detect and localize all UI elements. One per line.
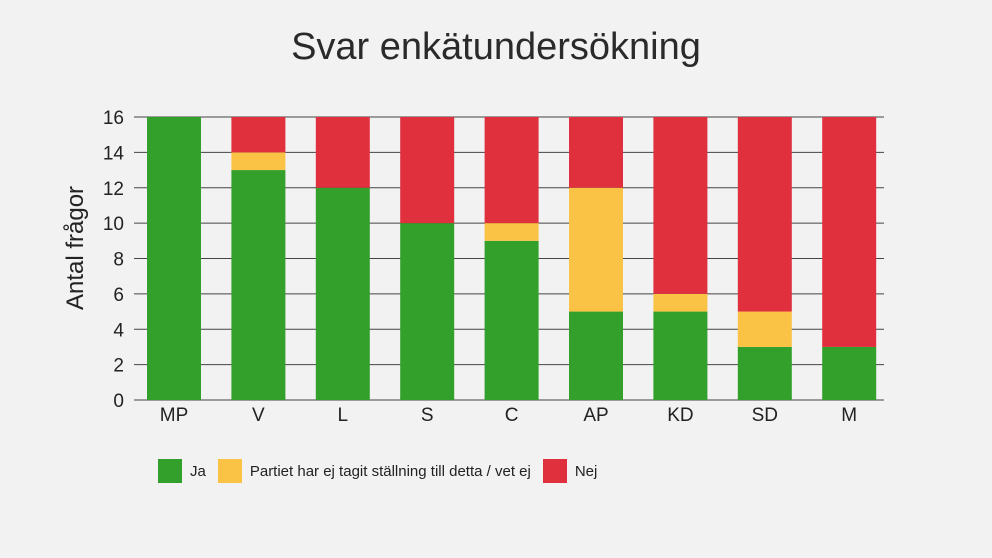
y-tick-label: 8	[113, 250, 124, 271]
legend-swatch	[158, 459, 182, 483]
x-tick-label: L	[338, 405, 349, 426]
legend-label: Partiet har ej tagit ställning till dett…	[249, 462, 531, 480]
y-tick-label: 12	[103, 179, 124, 200]
x-tick-label: KD	[667, 405, 693, 426]
bar-segment-mp-ja	[147, 117, 201, 400]
bar-segment-c-ja	[484, 240, 539, 400]
bar-segment-l-ja	[315, 187, 370, 400]
bar-segment-sd-nej	[737, 117, 792, 312]
y-axis-label: Antal frågor	[62, 186, 89, 310]
bar-segment-ap-ja	[569, 311, 623, 400]
bar-segment-ap-vet-ej	[569, 187, 623, 312]
bar-segment-kd-nej	[653, 117, 708, 294]
legend-item: Partiet har ej tagit ställning till dett…	[217, 459, 531, 483]
y-tick-label: 0	[113, 391, 124, 412]
y-tick-label: 10	[103, 214, 124, 235]
legend-swatch	[217, 459, 242, 483]
bar-segment-m-ja	[822, 346, 877, 400]
bar-segment-kd-ja	[653, 311, 708, 400]
legend-label: Ja	[190, 462, 206, 480]
bar-segment-kd-vet-ej	[653, 293, 708, 312]
y-tick-label: 6	[113, 285, 124, 306]
legend: Ja Partiet har ej tagit ställning till de…	[158, 459, 609, 483]
legend-swatch	[542, 459, 567, 483]
bar-segment-sd-vet-ej	[737, 311, 792, 347]
x-tick-label: C	[505, 405, 519, 426]
legend-item: Nej	[542, 459, 598, 483]
bar-segment-c-nej	[484, 117, 539, 224]
bar-segment-ap-nej	[569, 117, 623, 188]
bar-segment-m-nej	[822, 117, 877, 347]
chart-title: Svar enkätundersökning	[291, 26, 701, 68]
x-tick-label: M	[841, 405, 857, 426]
x-tick-label: MP	[160, 405, 189, 426]
x-tick-label: SD	[752, 405, 778, 426]
bar-segment-v-ja	[231, 170, 286, 400]
bar-segment-c-vet-ej	[484, 223, 539, 241]
legend-item: Ja	[158, 459, 206, 483]
bar-segment-v-vet-ej	[231, 152, 286, 171]
bars	[147, 117, 877, 400]
y-tick-label: 4	[113, 320, 124, 341]
x-tick-labels: MP V L S C AP KD SD M	[160, 405, 857, 426]
x-tick-label: V	[252, 405, 265, 426]
bar-segment-l-nej	[315, 117, 370, 188]
bar-segment-sd-ja	[737, 346, 792, 400]
bar-segment-s-ja	[400, 223, 455, 400]
legend-label: Nej	[574, 462, 598, 480]
y-tick-label: 16	[103, 108, 124, 129]
y-tick-labels: 0 2 4 6 8 10 12 14 16	[103, 108, 125, 412]
y-tick-label: 2	[113, 356, 124, 377]
x-tick-label: AP	[583, 405, 608, 426]
bar-segment-v-nej	[231, 117, 286, 153]
bar-segment-s-nej	[400, 117, 455, 224]
x-tick-label: S	[421, 405, 434, 426]
y-tick-label: 14	[103, 143, 125, 164]
